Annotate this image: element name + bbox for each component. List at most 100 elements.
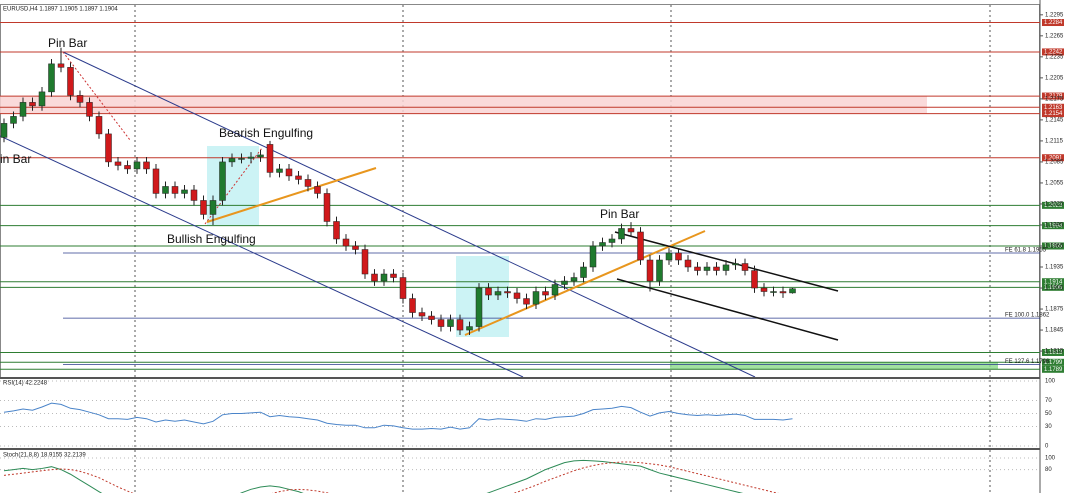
candle-body [390,273,397,278]
level-label-box [1042,348,1064,356]
annotation: Pin Bar [600,207,639,221]
level-label: 1.2242 [1044,50,1063,56]
level-label: 1.1914 [1044,279,1063,285]
candle-body [342,238,350,247]
candle-body [257,154,264,158]
level-label: 1.1789 [1044,367,1063,373]
level-label: 1.2163 [1044,105,1063,111]
candle-body [437,319,445,327]
candle-body [770,291,777,293]
candle-body [399,277,407,299]
candle-body [684,259,692,268]
fib-label: FE 61.8 1.1955 [1005,248,1047,254]
level-label: 1.2179 [1044,94,1063,100]
level-label: 1.1813 [1044,350,1063,356]
candle-body [162,186,169,194]
channel-line [616,278,839,341]
level-label-box [1042,242,1064,250]
candle-body [532,291,540,305]
level-label: 1.2023 [1044,203,1063,209]
channel-line [62,51,756,377]
indicator-line [3,461,779,493]
y-tick-label: 1.2175 [1045,96,1064,102]
swing-line [62,51,131,141]
candle-body [0,123,8,138]
y-tick-label: 50 [1045,411,1052,417]
candle-body [665,252,673,261]
candle-body [694,266,701,271]
level-label-box [1042,358,1064,366]
candle-body [466,326,473,331]
candle-body [181,189,188,194]
candle-body [561,280,568,285]
annotation: in Bar [0,152,31,166]
candle-body [333,221,340,240]
fib-label: FE 127.6 1.1796 [1005,359,1050,365]
candle-body [247,156,255,159]
level-label: 1.2284 [1044,20,1063,26]
candle-body [48,63,55,93]
candle-body [304,179,312,187]
candle-body [19,102,27,117]
candle-body [10,116,17,124]
candle-body [380,273,388,282]
candles [0,47,796,335]
candle-body [523,298,530,305]
candle-body [504,291,511,294]
y-tick-label: 1.2235 [1045,54,1064,60]
candle-body [428,315,435,320]
candle-body [361,249,369,275]
annotation: Bearish Engulfing [219,126,313,140]
chart-title: EURUSD,H4 1.1897 1.1905 1.1897 1.1904 [3,7,118,13]
level-label: 1.1994 [1044,223,1063,229]
y-tick-label: 100 [1045,456,1056,462]
level-label: 1.1799 [1044,360,1063,366]
candle-body [323,193,331,222]
y-tick-label: 70 [1045,398,1052,404]
candle-body [485,287,492,296]
candle-body [38,91,46,107]
annotation: Bullish Engulfing [167,232,256,246]
candle-body [114,161,122,166]
fib-label: FE 100.0 1.1862 [1005,313,1050,319]
candle-body [570,277,578,282]
y-tick-label: 1.2295 [1045,12,1064,18]
candle-body [409,298,416,313]
candle-body [143,161,150,170]
candle-body [190,189,198,201]
candle-body [760,287,768,292]
level-label-box [1042,103,1064,111]
candle-body [200,200,207,215]
y-tick-label: 1.2055 [1045,181,1064,187]
candle-body [228,158,236,163]
candle-body [266,144,274,173]
y-tick-label: 1.2025 [1045,202,1064,208]
candle-body [447,319,454,327]
y-tick-label: 1.2205 [1045,75,1064,81]
candle-body [171,186,179,194]
y-tick-label: 1.1875 [1045,307,1064,313]
trend-line [206,167,377,223]
indicator-panel [0,380,1040,447]
candle-body [105,133,112,163]
candle-body [95,116,103,135]
candle-body [542,291,549,296]
candle-body [86,102,93,117]
candle-body [599,242,606,247]
level-label-box [1042,92,1064,100]
level-label-box [1042,222,1064,230]
candle-body [219,161,226,201]
indicator-panel [0,457,1040,493]
candle-body [475,287,483,327]
indicator-line [3,459,744,493]
candle-body [67,67,74,96]
y-tick-label: 30 [1045,424,1052,430]
candle-body [124,165,131,170]
levels: 1.22841.22421.21791.21631.21541.20911.20… [0,19,1064,373]
candle-body [551,284,559,296]
candle-body [779,291,787,294]
candle-body [209,200,217,215]
candle-body [618,228,625,240]
candle-body [580,266,587,278]
y-tick-label: 1.2145 [1045,117,1064,123]
